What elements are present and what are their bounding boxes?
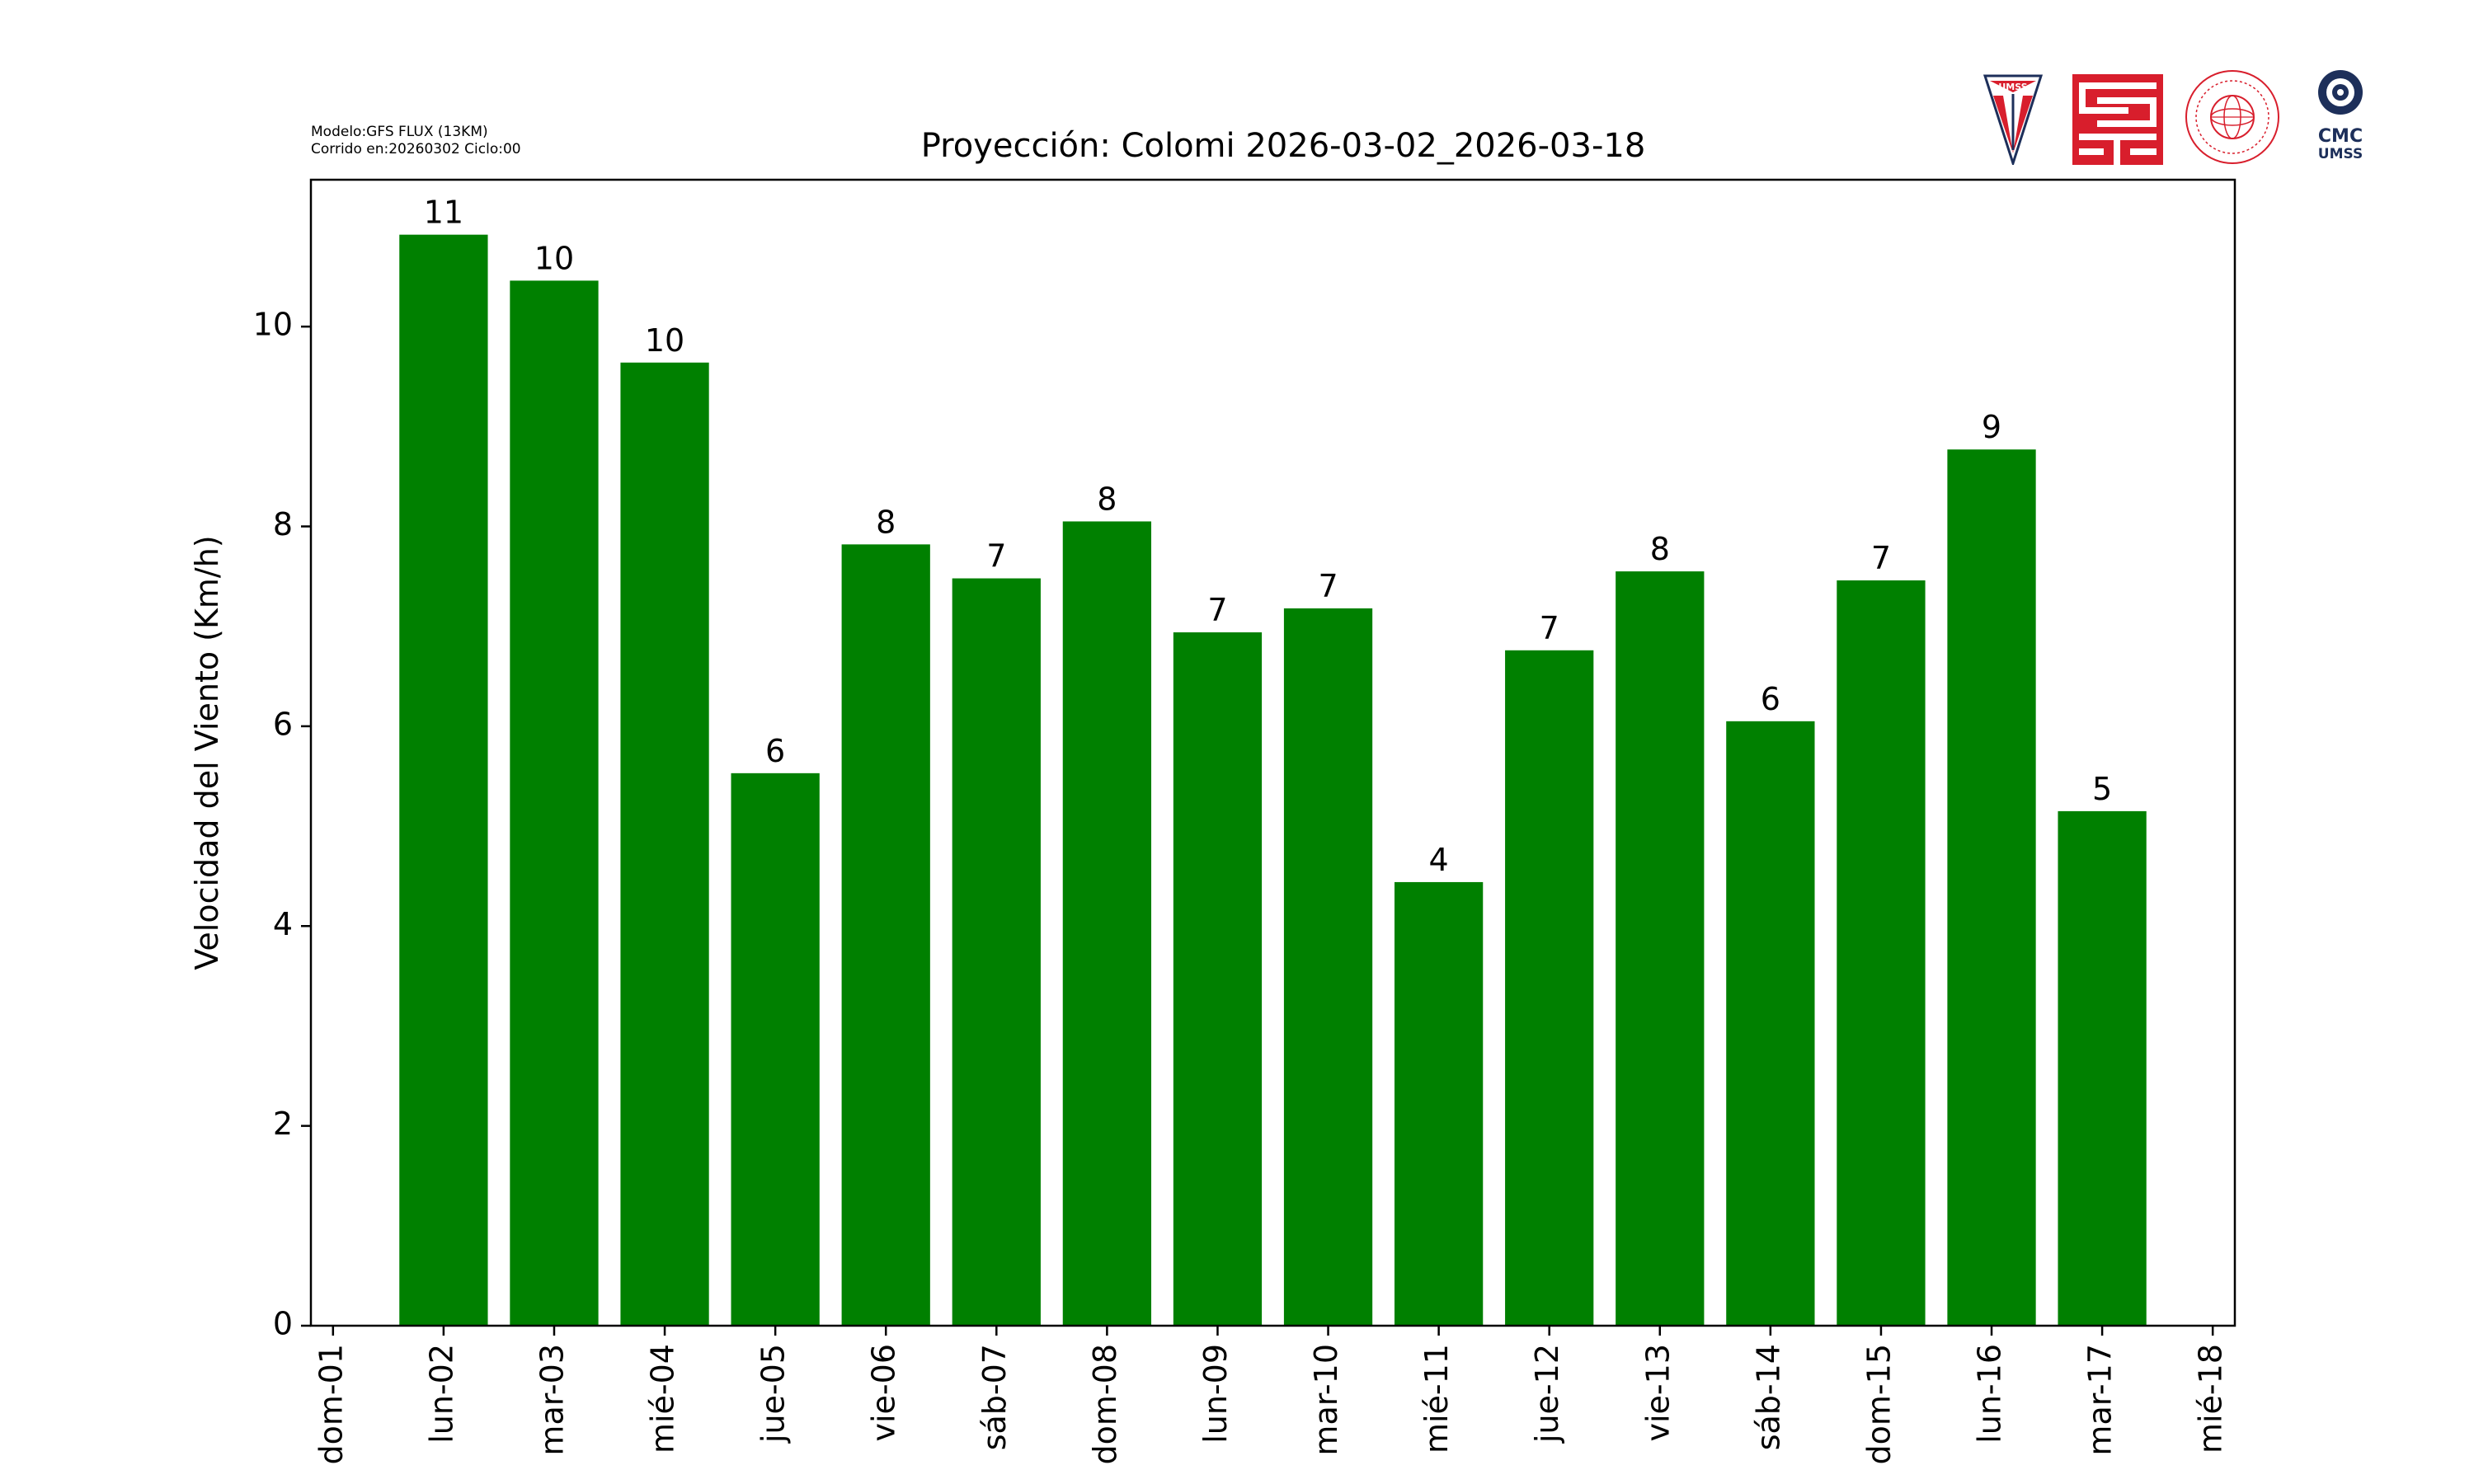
- bar: [1394, 881, 1484, 1326]
- y-axis-label: Velocidad del Viento (Km/h): [189, 535, 225, 970]
- y-tick-label: 0: [273, 1306, 293, 1342]
- x-tick-label: lun-16: [1972, 1344, 2008, 1444]
- bar: [1505, 650, 1594, 1326]
- x-tick-label: sáb-14: [1750, 1344, 1786, 1450]
- x-tick-label: mié-18: [2193, 1344, 2229, 1453]
- bar-value-label: 7: [1207, 592, 1227, 628]
- bar-value-label: 10: [534, 240, 574, 276]
- y-tick-label: 4: [273, 906, 293, 942]
- bar: [1726, 721, 1815, 1326]
- y-tick-label: 10: [253, 307, 293, 343]
- cmc-logo-subtitle: UMSS: [2318, 146, 2363, 162]
- umss-logo-text: UMSS: [1998, 82, 2027, 92]
- bar-value-label: 6: [765, 733, 785, 769]
- bar: [1947, 449, 2036, 1326]
- bar: [399, 234, 488, 1327]
- cmc-logo-title: CMC: [2318, 126, 2363, 147]
- bar-value-label: 10: [645, 322, 684, 359]
- bar-value-label: 11: [424, 195, 463, 231]
- x-tick-label: mar-17: [2082, 1344, 2119, 1456]
- cmc-umss-logo: CMC UMSS: [2318, 70, 2363, 162]
- x-tick-label: mié-04: [645, 1344, 681, 1453]
- x-tick-label: lun-09: [1197, 1344, 1234, 1444]
- bar-value-label: 7: [1318, 568, 1338, 604]
- model-info: Modelo:GFS FLUX (13KM) Corrido en:202603…: [311, 124, 521, 158]
- bar: [841, 544, 930, 1326]
- model-name-text: Modelo:GFS FLUX (13KM): [311, 124, 488, 140]
- y-tick-label: 6: [273, 706, 293, 742]
- plot-frame: [309, 178, 2236, 1327]
- x-tick-label: vie-06: [866, 1344, 902, 1442]
- x-tick-label: mié-11: [1418, 1344, 1455, 1453]
- x-tick-label: jue-05: [755, 1344, 792, 1444]
- bar-value-label: 8: [1097, 481, 1117, 517]
- bar: [510, 280, 599, 1326]
- bar-value-label: 6: [1761, 681, 1780, 717]
- x-tick-label: mar-10: [1308, 1344, 1344, 1456]
- umss-shield-logo: UMSS: [1983, 74, 2043, 165]
- x-tick-label: mar-03: [534, 1344, 570, 1456]
- bar-value-label: 5: [2092, 771, 2112, 807]
- bar-value-label: 8: [1650, 531, 1670, 567]
- plot-area: 11 10 10 6 8 7 8 7 7 4 7 8 6 7 9 5 dom-01 lun-02 mar-03 mié…: [253, 195, 2229, 1465]
- bar-value-label: 7: [1540, 610, 1559, 646]
- y-tick-label: 2: [273, 1106, 293, 1142]
- bar-value-label: 7: [986, 538, 1006, 575]
- x-tick-label: vie-13: [1639, 1344, 1676, 1442]
- bar-value-label: 8: [876, 504, 896, 540]
- bar-value-label: 9: [1982, 409, 2001, 445]
- bar-value-label: 7: [1871, 540, 1891, 576]
- bar: [1062, 521, 1152, 1326]
- faculty-logo: [2072, 74, 2163, 165]
- bar: [1283, 608, 1373, 1326]
- bar: [620, 362, 709, 1327]
- x-tick-label: dom-15: [1860, 1344, 1897, 1464]
- bar: [1616, 571, 1705, 1326]
- physics-department-seal-logo: [2185, 70, 2279, 164]
- x-tick-label: jue-12: [1529, 1344, 1565, 1444]
- bar: [1837, 580, 1926, 1326]
- bar: [2058, 810, 2147, 1326]
- x-tick-label: dom-08: [1087, 1344, 1123, 1464]
- x-tick-label: dom-01: [313, 1344, 349, 1464]
- x-tick-label: sáb-07: [976, 1344, 1013, 1450]
- bar: [952, 578, 1041, 1326]
- bar: [731, 773, 820, 1326]
- x-tick-label: lun-02: [423, 1344, 459, 1444]
- bar: [1173, 632, 1263, 1326]
- y-tick-label: 8: [273, 506, 293, 542]
- chart-title: Proyección: Colomi 2026-03-02_2026-03-18: [921, 127, 1646, 165]
- bar-value-label: 4: [1429, 842, 1449, 878]
- model-run-text: Corrido en:20260302 Ciclo:00: [311, 141, 521, 157]
